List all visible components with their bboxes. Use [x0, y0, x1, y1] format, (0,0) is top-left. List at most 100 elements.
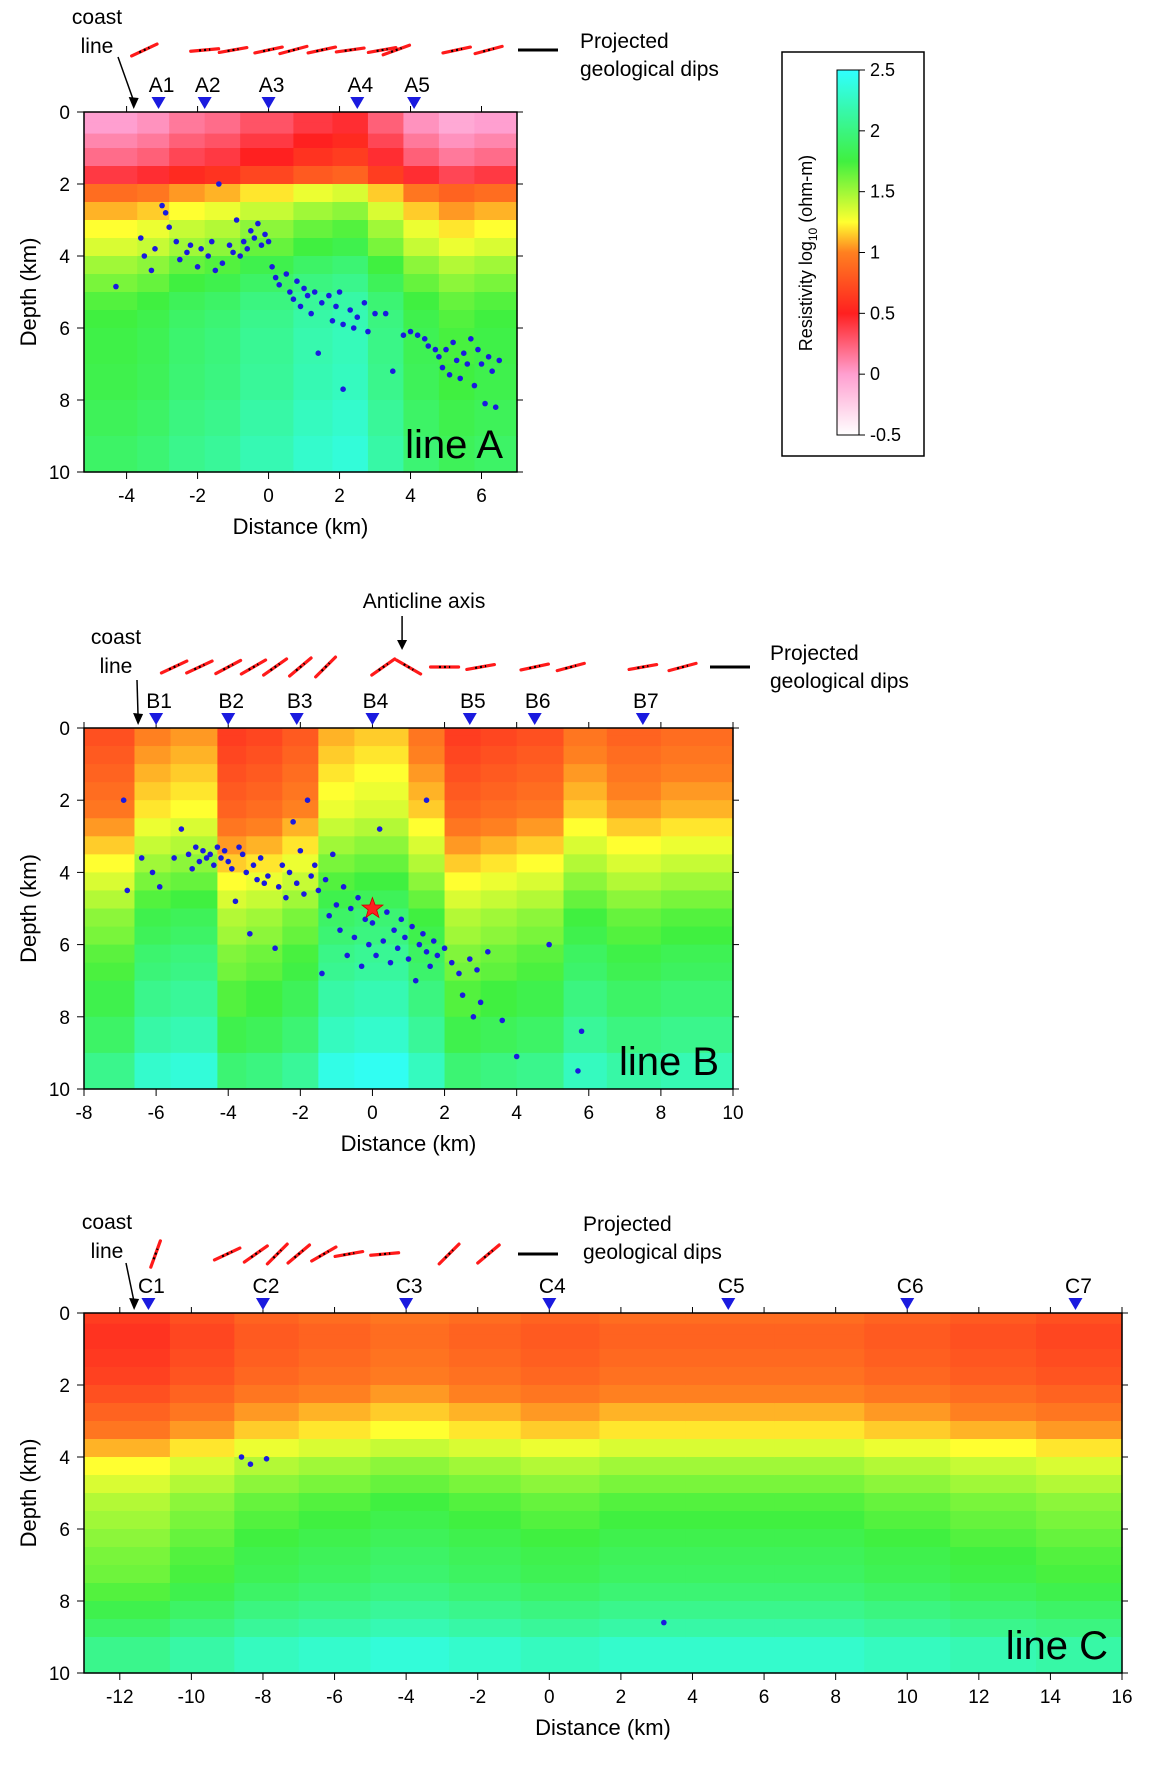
- earthquake-point: [262, 231, 268, 238]
- resistivity-cell: [599, 1583, 686, 1602]
- earthquake-point: [358, 963, 365, 970]
- earthquake-point: [380, 938, 387, 944]
- earthquake-point: [457, 375, 464, 382]
- resistivity-cell: [137, 220, 170, 239]
- resistivity-cell: [599, 1313, 686, 1325]
- resistivity-cell: [298, 1601, 371, 1620]
- earthquake-point: [329, 851, 336, 858]
- earthquake-point: [456, 970, 462, 977]
- resistivity-cell: [950, 1601, 1037, 1620]
- dip-bar-center: [262, 47, 275, 53]
- earthquake-point: [459, 992, 466, 998]
- resistivity-cell: [444, 1052, 482, 1090]
- earthquake-point: [226, 242, 233, 248]
- resistivity-cell: [332, 184, 369, 203]
- resistivity-cell: [438, 202, 476, 221]
- resistivity-cell: [480, 1052, 518, 1090]
- resistivity-cell: [408, 890, 446, 910]
- x-tick-label: 12: [968, 1687, 989, 1708]
- resistivity-cell: [84, 908, 136, 928]
- resistivity-cell: [246, 800, 283, 819]
- resistivity-cell: [246, 728, 283, 736]
- earthquake-point: [376, 826, 383, 832]
- earthquake-point: [443, 346, 449, 353]
- resistivity-cell: [685, 1529, 776, 1548]
- resistivity-cell: [370, 1619, 450, 1638]
- resistivity-cell: [520, 1565, 601, 1584]
- resistivity-cell: [1036, 1529, 1123, 1548]
- resistivity-cell: [217, 980, 247, 1018]
- x-tick-label: 10: [897, 1687, 918, 1708]
- dip-bar-center: [450, 47, 463, 53]
- resistivity-cell: [438, 166, 476, 185]
- resistivity-cell: [774, 1475, 865, 1494]
- resistivity-cell: [1036, 1421, 1123, 1440]
- resistivity-cell: [408, 1016, 446, 1054]
- resistivity-cell: [444, 926, 482, 946]
- resistivity-cell: [444, 908, 482, 928]
- earthquake-point: [198, 246, 204, 252]
- resistivity-cell: [563, 944, 608, 964]
- resistivity-cell: [367, 328, 405, 365]
- resistivity-cell: [864, 1439, 951, 1458]
- resistivity-cell: [354, 890, 410, 910]
- resistivity-cell: [84, 328, 138, 365]
- x-tick-label: 2: [439, 1103, 450, 1124]
- resistivity-cell: [449, 1547, 522, 1566]
- resistivity-cell: [298, 1313, 371, 1325]
- earthquake-point: [200, 847, 206, 854]
- resistivity-cell: [282, 854, 319, 873]
- resistivity-cell: [950, 1529, 1037, 1548]
- earthquake-point: [389, 368, 396, 375]
- resistivity-cell: [403, 292, 440, 311]
- resistivity-cells: [84, 1313, 1123, 1674]
- resistivity-cell: [298, 1475, 371, 1494]
- resistivity-cell: [367, 238, 405, 257]
- earthquake-point: [439, 364, 446, 371]
- resistivity-cell: [204, 310, 241, 329]
- resistivity-cell: [370, 1511, 450, 1530]
- y-tick-label: 6: [59, 319, 70, 340]
- resistivity-cell: [169, 436, 206, 473]
- resistivity-cell: [84, 1016, 136, 1054]
- resistivity-cell: [370, 1601, 450, 1620]
- resistivity-cell: [474, 112, 518, 124]
- coast-arrowhead: [129, 1298, 140, 1310]
- resistivity-cell: [234, 1403, 300, 1422]
- resistivity-cell: [137, 166, 170, 185]
- resistivity-cell: [370, 1403, 450, 1422]
- projected-dips: [149, 1239, 501, 1269]
- resistivity-cell: [438, 184, 476, 203]
- resistivity-cell: [370, 1493, 450, 1512]
- resistivity-cell: [599, 1475, 686, 1494]
- resistivity-cell: [685, 1439, 776, 1458]
- resistivity-cell: [169, 1334, 235, 1350]
- resistivity-cell: [169, 112, 206, 124]
- resistivity-cell: [864, 1349, 951, 1368]
- resistivity-cell: [599, 1349, 686, 1368]
- x-tick-label: -2: [189, 486, 206, 507]
- resistivity-cell: [240, 238, 295, 257]
- mainshock-star: [360, 896, 385, 919]
- resistivity-cell: [660, 908, 734, 928]
- y-tick-label: 8: [59, 1008, 70, 1029]
- dip-bar-center: [637, 664, 649, 670]
- resistivity-cell: [950, 1511, 1037, 1530]
- resistivity-cell: [520, 1475, 601, 1494]
- earthquake-point: [162, 210, 169, 216]
- earthquake-point: [218, 855, 224, 861]
- station-marker: [721, 1298, 736, 1310]
- resistivity-cell: [217, 800, 247, 819]
- resistivity-cell: [520, 1439, 601, 1458]
- resistivity-cell: [950, 1385, 1037, 1404]
- resistivity-cell: [563, 962, 608, 982]
- resistivity-cell: [606, 818, 662, 837]
- resistivity-cell: [204, 436, 241, 473]
- dips-legend-label: geological dips: [583, 1241, 722, 1264]
- resistivity-cell: [403, 148, 440, 167]
- resistivity-cell: [950, 1367, 1037, 1386]
- dip-bar-center: [227, 47, 239, 53]
- resistivity-cell: [134, 735, 172, 747]
- resistivity-cell: [169, 1475, 235, 1494]
- dip-bar-center: [248, 663, 259, 671]
